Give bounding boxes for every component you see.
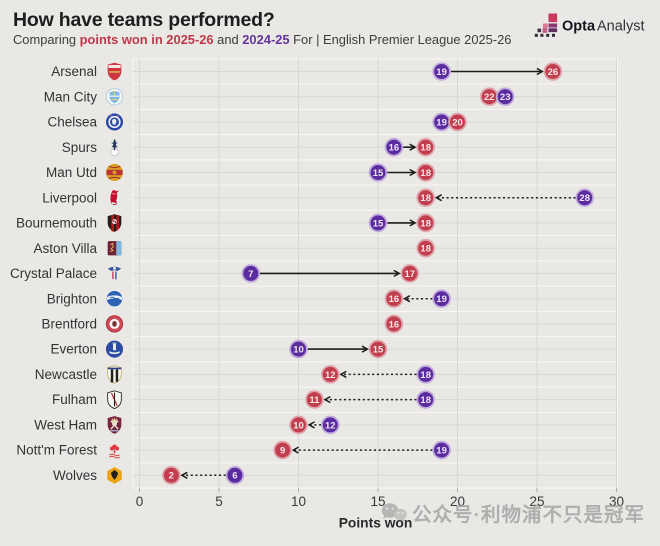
svg-text:15: 15	[373, 345, 384, 356]
svg-text:Points won: Points won	[339, 516, 413, 531]
svg-text:Man Utd: Man Utd	[46, 165, 97, 180]
svg-text:25: 25	[529, 494, 544, 509]
svg-text:10: 10	[293, 420, 304, 431]
svg-text:11: 11	[309, 395, 320, 406]
svg-text:Chelsea: Chelsea	[47, 115, 97, 130]
svg-text:23: 23	[500, 92, 511, 103]
svg-text:10: 10	[293, 345, 304, 356]
svg-text:19: 19	[436, 67, 447, 78]
svg-text:16: 16	[389, 319, 400, 330]
svg-text:20: 20	[452, 117, 463, 128]
svg-text:18: 18	[420, 395, 431, 406]
svg-text:Crystal Palace: Crystal Palace	[10, 266, 97, 281]
svg-text:12: 12	[325, 370, 336, 381]
svg-text:16: 16	[389, 143, 400, 154]
svg-text:Newcastle: Newcastle	[35, 367, 97, 382]
svg-text:30: 30	[609, 494, 624, 509]
svg-text:Nott'm Forest: Nott'm Forest	[16, 443, 97, 458]
svg-text:18: 18	[420, 168, 431, 179]
svg-text:Man City: Man City	[44, 89, 98, 104]
svg-text:18: 18	[420, 143, 431, 154]
svg-text:15: 15	[370, 494, 385, 509]
svg-text:How have teams performed?: How have teams performed?	[13, 9, 275, 31]
svg-text:Bournemouth: Bournemouth	[16, 216, 97, 231]
svg-text:22: 22	[484, 92, 495, 103]
svg-text:18: 18	[420, 244, 431, 255]
svg-text:28: 28	[579, 193, 590, 204]
svg-text:18: 18	[420, 193, 431, 204]
svg-text:10: 10	[291, 494, 306, 509]
svg-text:Comparing points won in 2025-2: Comparing points won in 2025-26 and 2024…	[13, 32, 511, 47]
svg-text:Opta: Opta	[562, 19, 596, 35]
svg-text:0: 0	[136, 494, 144, 509]
svg-text:Liverpool: Liverpool	[42, 190, 97, 205]
svg-text:9: 9	[280, 446, 285, 457]
svg-text:19: 19	[436, 117, 447, 128]
svg-text:12: 12	[325, 420, 336, 431]
svg-text:Wolves: Wolves	[53, 468, 97, 483]
svg-text:7: 7	[248, 269, 253, 280]
svg-text:公众号·利物浦不只是冠军: 公众号·利物浦不只是冠军	[412, 503, 645, 526]
svg-text:18: 18	[420, 218, 431, 229]
svg-text:West Ham: West Ham	[34, 418, 97, 433]
svg-text:5: 5	[215, 494, 223, 509]
svg-text:Analyst: Analyst	[597, 19, 645, 35]
svg-text:Brighton: Brighton	[47, 291, 97, 306]
svg-text:19: 19	[436, 294, 447, 305]
svg-text:Spurs: Spurs	[62, 140, 98, 155]
svg-text:20: 20	[450, 494, 465, 509]
svg-text:19: 19	[436, 446, 447, 457]
svg-text:18: 18	[420, 370, 431, 381]
svg-text:Everton: Everton	[50, 342, 97, 357]
svg-text:6: 6	[232, 471, 237, 482]
svg-text:15: 15	[373, 218, 384, 229]
svg-text:Aston Villa: Aston Villa	[33, 241, 97, 256]
svg-text:Brentford: Brentford	[41, 317, 97, 332]
svg-text:Arsenal: Arsenal	[51, 64, 97, 79]
svg-text:17: 17	[405, 269, 416, 280]
svg-text:26: 26	[548, 67, 559, 78]
svg-text:2: 2	[169, 471, 174, 482]
svg-text:Fulham: Fulham	[52, 392, 97, 407]
svg-text:15: 15	[373, 168, 384, 179]
svg-text:16: 16	[389, 294, 400, 305]
